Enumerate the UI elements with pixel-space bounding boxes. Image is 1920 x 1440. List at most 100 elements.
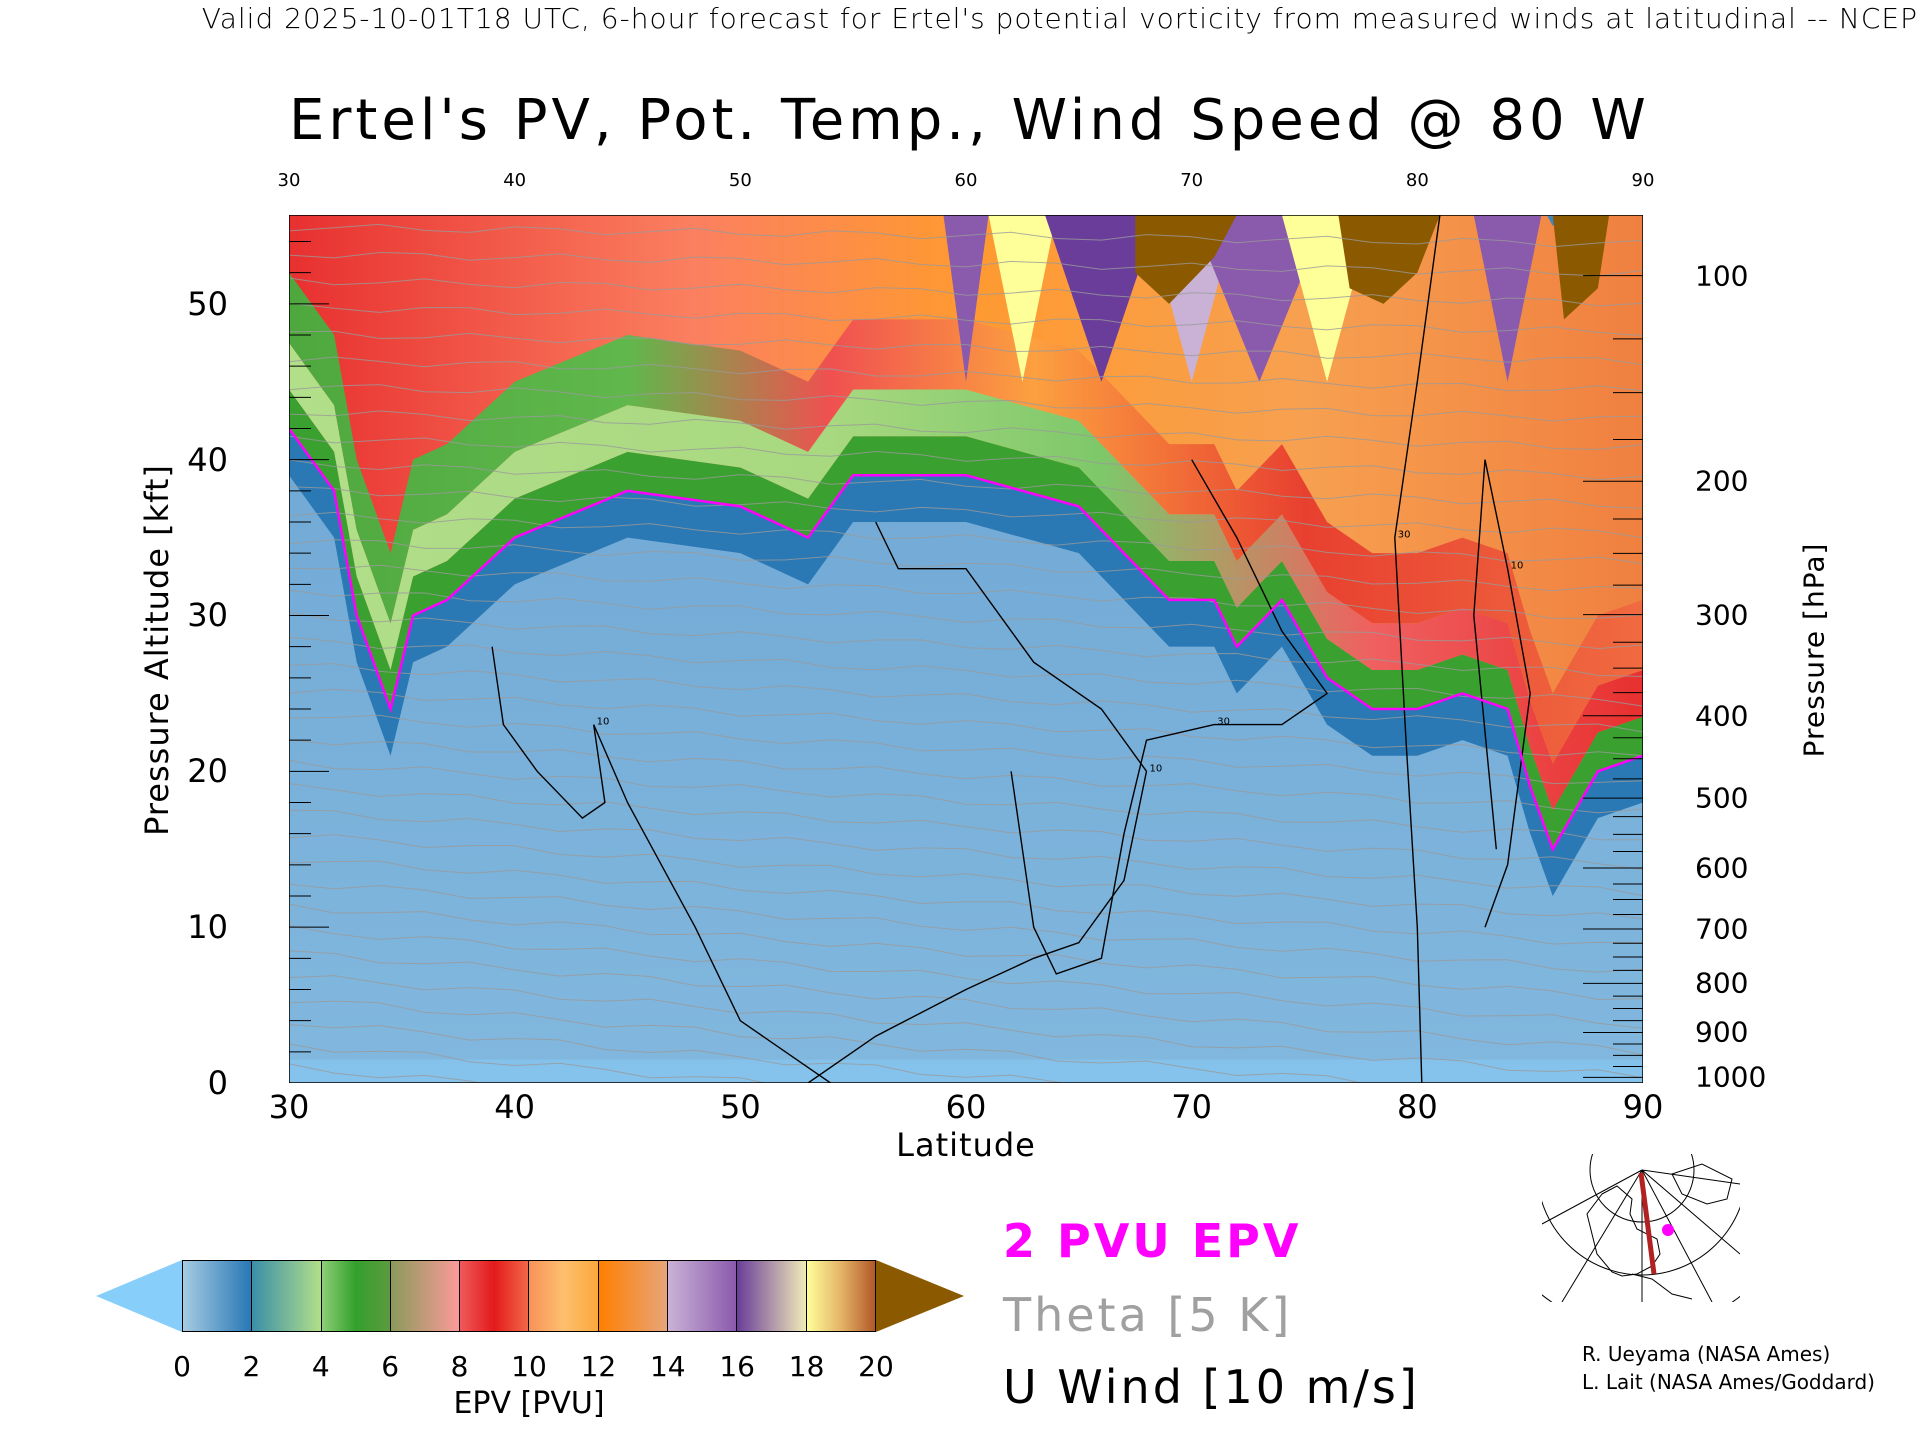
pressure-tick-label: 700 [1695,912,1749,946]
top-tick-label: 70 [1180,170,1204,191]
colorbar-tick-label: 8 [450,1350,469,1383]
pv-over-20-region [1338,215,1440,304]
theta-contour [289,975,1643,1079]
theta-contour [289,1000,1364,1083]
theta-contour [289,714,1643,785]
u-wind-contour [807,521,1148,1083]
theta-contour [289,1024,1066,1083]
colorbar-segment [668,1261,738,1331]
theta-contour [289,925,1643,1029]
theta-contour [289,589,1643,650]
y-tick-label: 20 [187,752,228,791]
y-axis-label: Pressure Altitude [kft] [138,464,176,836]
theta-contour [289,1043,768,1083]
pressure-tick-label: 1000 [1695,1060,1767,1094]
colorbar-tick-label: 10 [511,1350,547,1383]
colorbar-segment [737,1261,807,1331]
theta-contour [289,611,1643,677]
theta-contour [289,739,1643,814]
theta-contour [289,688,1643,757]
x-tick-label: 90 [1622,1088,1664,1126]
pressure-tick-label: 500 [1695,781,1749,815]
colorbar-tick-label: 12 [580,1350,617,1383]
theta-contour [289,410,1643,450]
cross-section-line [1638,1172,1657,1275]
u-wind-contour [1473,459,1531,928]
high-pv-spike [1191,215,1328,382]
u-wind-contour [1010,459,1329,975]
theta-contour [289,330,1643,366]
pv-cross-section-plot: 10 10 30 30 10 [289,215,1643,1083]
theta-contour [289,903,1643,1001]
colorbar [182,1260,876,1332]
y-tick-label: 50 [187,284,228,323]
colorbar-tick-label: 6 [381,1350,400,1383]
theta-contour [289,636,1643,707]
x-tick-label: 70 [1171,1088,1213,1126]
y-tick-label: 10 [187,908,228,947]
pv-band-1-2 [289,428,1643,896]
legend-wind: U Wind [10 m/s] [1003,1360,1420,1414]
theta-contour [289,384,1643,422]
colorbar-segment [183,1261,253,1331]
credit-line-1: R. Ueyama (NASA Ames) [1582,1342,1831,1366]
colorbar-segment [529,1261,599,1331]
colorbar-under-triangle [96,1260,182,1332]
pressure-tick-label: 400 [1695,699,1749,733]
high-pv-spike [988,215,1057,382]
theta-contour [289,459,1643,509]
u-wind-contour [491,646,831,1083]
colorbar-segment [390,1261,461,1331]
theta-contour [289,277,1643,307]
top-tick-label: 40 [503,170,527,191]
colorbar-segment [598,1261,669,1331]
legend-theta: Theta [5 K] [1003,1288,1293,1342]
pv-over-20-region [1552,215,1610,320]
colorbar-tick-label: 2 [242,1350,261,1383]
y-tick-label: 0 [207,1064,228,1102]
colorbar-segment [806,1261,875,1331]
theta-contour [289,663,1643,733]
x-axis-label: Latitude [896,1126,1036,1164]
theta-contour [289,883,1643,973]
theta-contour [289,486,1643,539]
colorbar-tick-label: 4 [311,1350,330,1383]
theta-contour [289,950,1643,1056]
y-tick-label: 40 [187,440,228,479]
high-pv-spike [943,215,989,382]
colorbar-tick-label: 0 [173,1350,191,1383]
valid-time-header: Valid 2025-10-01T18 UTC, 6-hour forecast… [201,2,1918,35]
x-tick-label: 80 [1396,1088,1438,1126]
u-wind-contour [1394,215,1441,1083]
location-map [1542,1154,1740,1302]
theta-contour [289,834,1643,920]
colorbar-segment [460,1261,530,1331]
colorbar-tick-label: 20 [858,1350,894,1383]
pv-band-3-8 [289,342,1643,811]
top-tick-label: 60 [954,170,978,191]
theta-contour [289,539,1643,592]
top-tick-label: 90 [1631,170,1655,191]
x-tick-label: 30 [268,1088,310,1126]
surface-low-pv [289,1059,1643,1083]
u-wind-contour-label: 30 [1217,717,1230,728]
y-tick-label: 30 [187,596,228,635]
credit-line-2: L. Lait (NASA Ames/Goddard) [1582,1370,1875,1394]
theta-contour [289,564,1643,620]
x-tick-label: 40 [494,1088,536,1126]
colorbar-segment [321,1261,391,1331]
top-tick-label: 30 [277,170,301,191]
pressure-tick-label: 900 [1695,1015,1749,1049]
chart-title: Ertel's PV, Pot. Temp., Wind Speed @ 80 … [289,88,1650,153]
location-dot [1662,1224,1674,1236]
colorbar-segment [252,1261,322,1331]
pressure-axis-label: Pressure [hPa] [1797,542,1831,758]
legend-pv: 2 PVU EPV [1003,1214,1302,1268]
pressure-tick-label: 600 [1695,851,1749,885]
pressure-tick-label: 200 [1695,464,1749,498]
pressure-tick-label: 800 [1695,966,1749,1000]
colorbar-tick-label: 18 [788,1350,825,1383]
colorbar-over-triangle [876,1260,964,1332]
x-tick-label: 60 [945,1088,987,1126]
theta-contour [289,435,1643,481]
